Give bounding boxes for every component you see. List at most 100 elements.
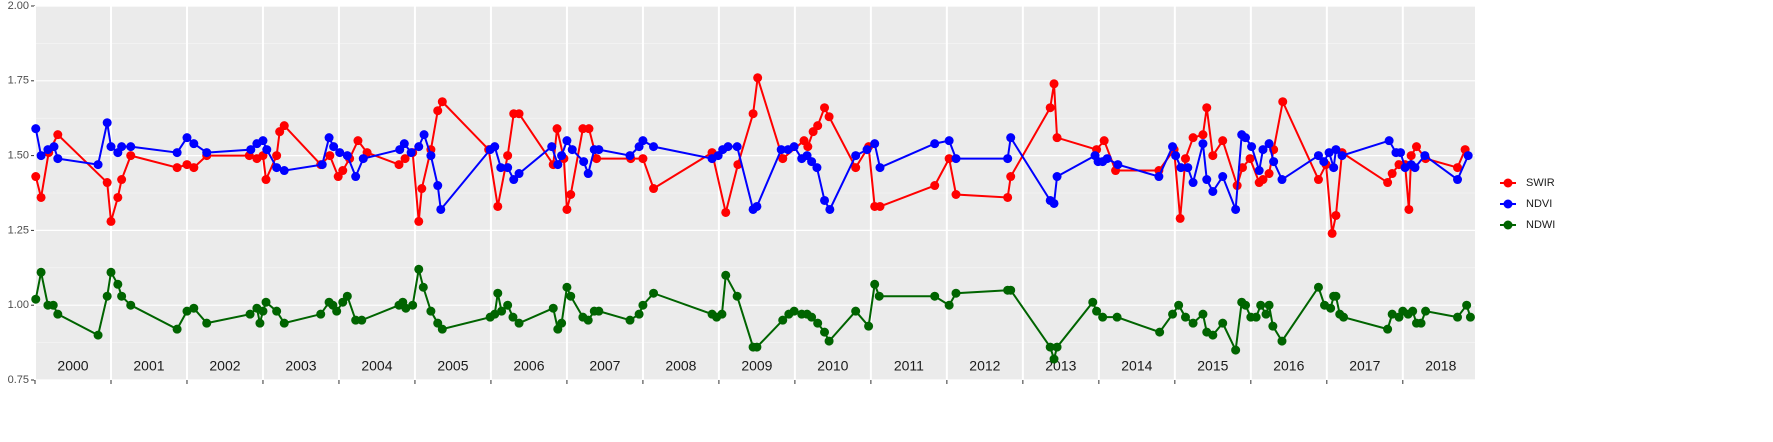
data-point: [53, 309, 63, 319]
data-point: [36, 192, 46, 202]
data-point: [851, 163, 861, 173]
data-point: [172, 163, 182, 173]
data-point: [1198, 309, 1208, 319]
data-point: [433, 181, 443, 191]
data-point: [1052, 342, 1062, 352]
data-point: [414, 142, 424, 152]
data-point: [1102, 154, 1112, 164]
data-point: [824, 112, 834, 122]
data-point: [1241, 300, 1251, 310]
x-tick-label: 2011: [894, 358, 924, 374]
data-point: [1198, 130, 1208, 140]
data-point: [106, 216, 116, 226]
data-point: [583, 169, 593, 179]
data-point: [649, 142, 659, 152]
data-point: [1278, 97, 1288, 107]
data-point: [1258, 175, 1268, 185]
data-point: [824, 336, 834, 346]
data-point: [1337, 151, 1347, 161]
data-point: [748, 109, 758, 119]
data-point: [1099, 136, 1109, 146]
data-point: [272, 306, 282, 316]
data-point: [1404, 204, 1414, 214]
data-point: [351, 172, 361, 182]
x-tick-label: 2017: [1349, 358, 1380, 374]
data-point: [753, 73, 763, 83]
data-point: [262, 145, 272, 155]
data-point: [426, 151, 436, 161]
data-point: [258, 136, 268, 146]
data-point: [1384, 136, 1394, 146]
data-point: [625, 315, 635, 325]
data-point: [820, 327, 830, 337]
data-point: [1245, 154, 1255, 164]
x-tick-label: 2014: [1121, 358, 1152, 374]
data-point: [353, 136, 363, 146]
data-point: [272, 151, 282, 161]
data-point: [1264, 300, 1274, 310]
data-point: [1218, 318, 1228, 328]
data-point: [1251, 312, 1261, 322]
data-point: [1406, 151, 1416, 161]
data-point: [752, 342, 762, 352]
x-tick-label: 2004: [361, 358, 392, 374]
data-point: [126, 151, 136, 161]
data-point: [414, 264, 424, 274]
data-point: [433, 106, 443, 116]
y-tick-label: 0.75: [8, 374, 29, 386]
data-point: [1171, 151, 1181, 161]
data-point: [944, 300, 954, 310]
data-point: [325, 151, 335, 161]
data-point: [864, 321, 874, 331]
data-point: [930, 139, 940, 149]
y-tick-label: 1.00: [8, 299, 29, 311]
data-point: [426, 306, 436, 316]
data-point: [202, 318, 212, 328]
data-point: [357, 315, 367, 325]
data-point: [324, 133, 334, 143]
data-point: [1258, 145, 1268, 155]
data-point: [1261, 309, 1271, 319]
data-point: [1463, 151, 1473, 161]
data-point: [625, 151, 635, 161]
data-point: [246, 145, 256, 155]
data-point: [437, 97, 447, 107]
data-point: [944, 154, 954, 164]
data-point: [490, 142, 500, 152]
data-point: [102, 118, 112, 128]
data-point: [279, 318, 289, 328]
data-point: [1383, 178, 1393, 188]
data-point: [189, 139, 199, 149]
data-point: [106, 142, 116, 152]
data-point: [566, 291, 576, 301]
data-point: [1231, 345, 1241, 355]
data-point: [874, 291, 884, 301]
data-point: [1264, 139, 1274, 149]
data-point: [562, 136, 572, 146]
data-point: [399, 139, 409, 149]
legend-label: NDWI: [1526, 219, 1555, 231]
data-point: [592, 154, 602, 164]
data-point: [1188, 178, 1198, 188]
data-point: [1453, 163, 1463, 173]
data-point: [117, 142, 127, 152]
data-point: [1453, 312, 1463, 322]
data-point: [825, 204, 835, 214]
data-point: [1098, 312, 1108, 322]
data-point: [31, 294, 41, 304]
data-point: [557, 151, 567, 161]
data-point: [875, 163, 885, 173]
data-point: [126, 142, 136, 152]
data-point: [1313, 175, 1323, 185]
data-point: [813, 121, 823, 131]
data-point: [338, 166, 348, 176]
data-point: [1241, 133, 1251, 143]
data-point: [117, 291, 127, 301]
data-point: [503, 300, 513, 310]
data-point: [1324, 148, 1334, 158]
data-point: [1256, 300, 1266, 310]
data-point: [1045, 103, 1055, 113]
data-point: [951, 154, 961, 164]
